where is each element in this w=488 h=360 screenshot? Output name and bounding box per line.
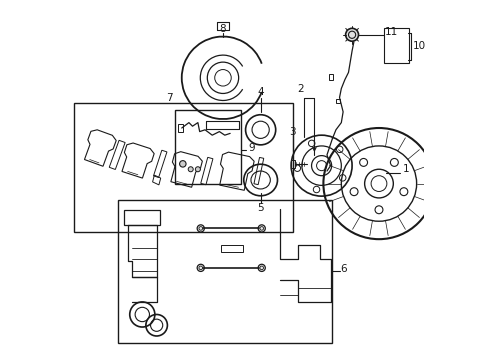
Circle shape [197,264,204,271]
Text: 1: 1 [402,164,409,174]
Text: 11: 11 [384,27,398,37]
Bar [74,103,292,232]
Circle shape [179,161,185,167]
Text: 10: 10 [411,41,425,51]
Text: 8: 8 [219,24,226,34]
Text: 4: 4 [257,87,264,97]
Circle shape [345,28,358,41]
Circle shape [258,225,265,232]
Text: 7: 7 [165,93,172,103]
Circle shape [258,264,265,271]
Bar [384,28,408,63]
Circle shape [195,167,200,172]
Text: 9: 9 [247,143,254,153]
Text: 6: 6 [340,264,346,274]
Text: 5: 5 [257,203,264,213]
Bar [174,110,241,184]
Bar [118,200,332,343]
Text: 2: 2 [296,84,303,94]
Text: 3: 3 [289,127,296,136]
Circle shape [197,225,204,232]
Circle shape [188,167,193,172]
Polygon shape [291,159,294,168]
